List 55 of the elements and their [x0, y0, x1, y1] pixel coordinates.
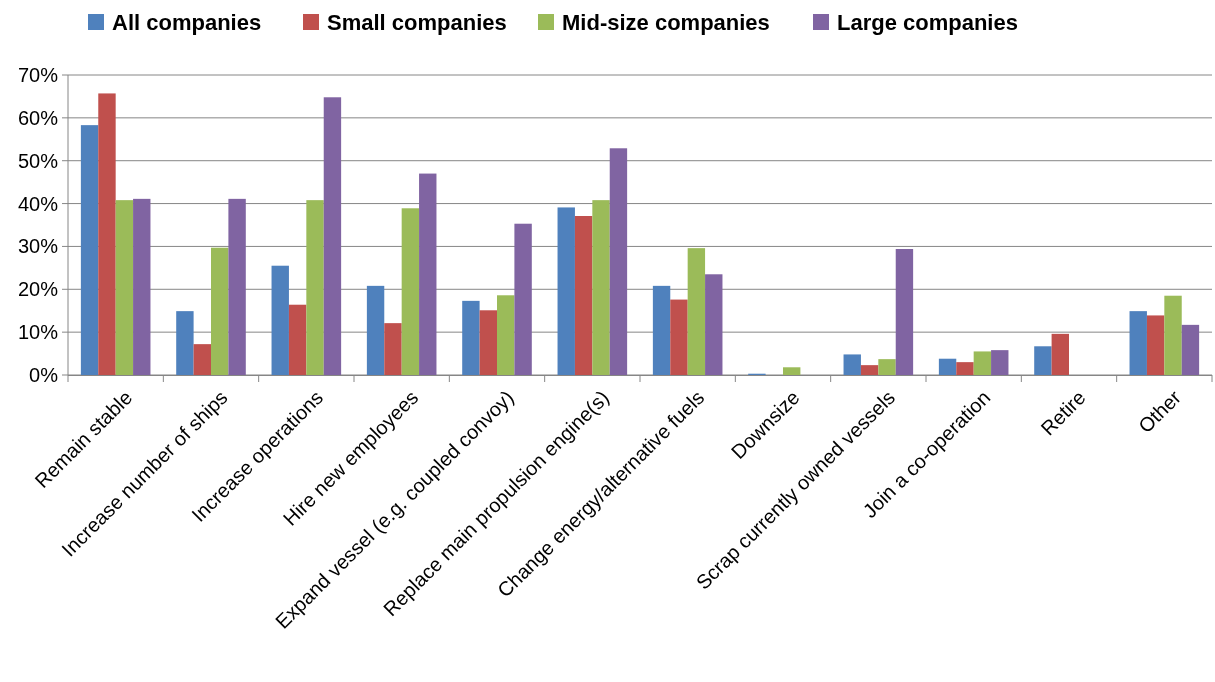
bar [705, 274, 723, 375]
bar [288, 304, 307, 375]
bar [973, 351, 992, 375]
bar [497, 295, 515, 375]
bar [228, 198, 246, 375]
bar [1146, 315, 1165, 375]
bar [592, 200, 610, 375]
legend-label: Mid-size companies [562, 9, 770, 35]
y-tick-label: 20% [17, 278, 59, 301]
bar [1051, 333, 1069, 375]
bar [479, 310, 497, 375]
bar [419, 173, 437, 375]
bar [609, 148, 628, 375]
y-tick-label: 0% [29, 364, 59, 386]
bar [783, 367, 801, 375]
bar [860, 365, 879, 375]
bar [211, 247, 229, 375]
y-tick-label: 60% [17, 106, 59, 129]
bar [1034, 346, 1052, 375]
bar [80, 125, 99, 375]
bar [98, 93, 116, 375]
y-tick-label: 70% [17, 64, 59, 86]
y-tick-label: 40% [17, 192, 59, 215]
bar [687, 248, 706, 375]
bar [843, 354, 861, 375]
bar [176, 311, 194, 375]
bar [1181, 324, 1200, 375]
bar [670, 299, 688, 375]
bar [574, 216, 593, 375]
bar [306, 200, 324, 375]
bar [895, 249, 914, 375]
bar [878, 359, 896, 375]
legend-label: All companies [112, 9, 262, 35]
legend-label: Small companies [327, 9, 507, 35]
bar [1129, 311, 1147, 375]
bar [133, 198, 151, 375]
bar [401, 208, 420, 375]
bar [991, 350, 1009, 375]
bar [271, 265, 289, 375]
bar [1164, 295, 1182, 375]
bar [193, 344, 211, 375]
y-tick-label: 50% [17, 149, 59, 172]
bar [514, 223, 532, 375]
bar [115, 200, 134, 375]
bar [323, 97, 342, 375]
legend-label: Large companies [837, 9, 1018, 35]
bar [938, 358, 957, 375]
y-tick-label: 10% [17, 321, 59, 344]
bar [652, 285, 671, 375]
bar [557, 207, 575, 375]
bar [956, 362, 974, 375]
bar [384, 323, 402, 375]
y-tick-label: 30% [17, 235, 59, 258]
bar [366, 285, 385, 375]
bar [462, 300, 480, 375]
